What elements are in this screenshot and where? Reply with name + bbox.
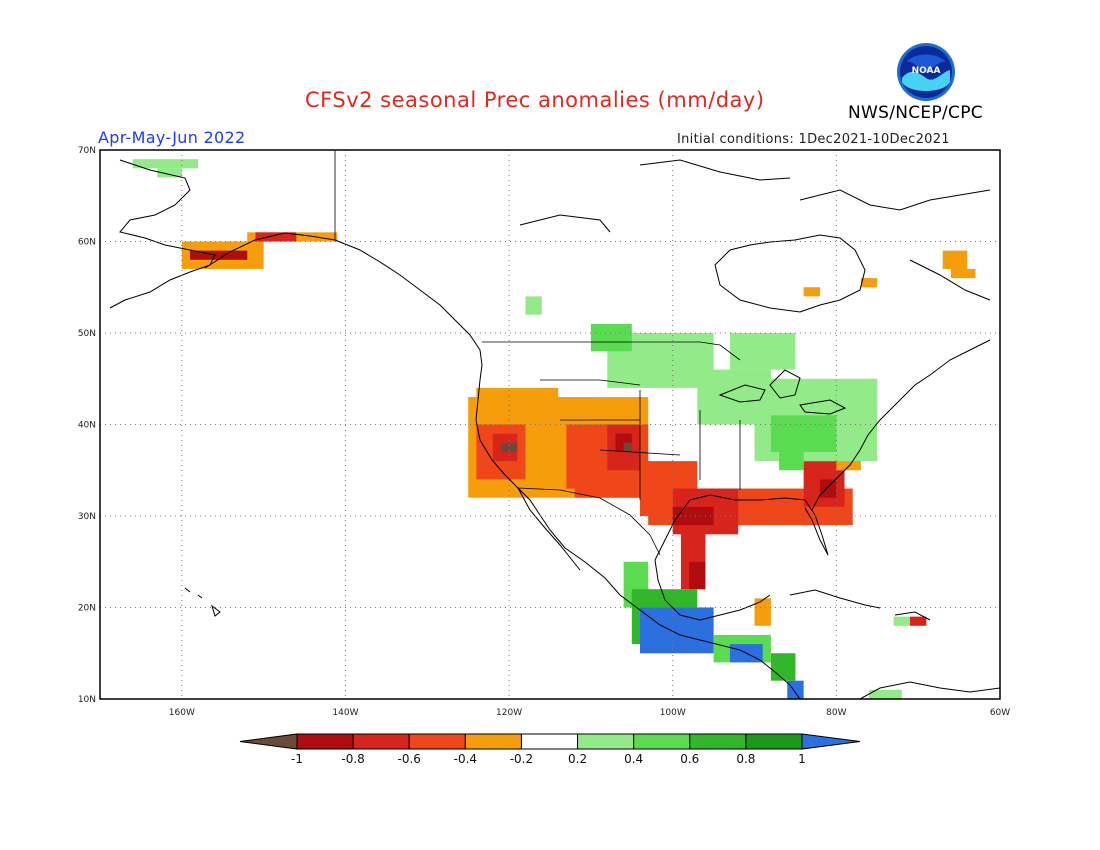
colorbar-label: -0.2 [510,752,533,766]
colorbar-box [296,733,354,750]
lat-tick-label: 50N [78,329,96,339]
colorbar-box [577,733,635,750]
anomaly-cell [689,561,706,590]
anomaly-cell [476,387,559,416]
colorbar-label: 1 [798,752,806,766]
lon-tick-label: 80W [826,708,846,718]
colorbar-box [689,733,747,750]
anomaly-cell [820,479,837,498]
axis-ticks: 10N 20N 30N 40N 50N 60N 70N 160W 140W 120W 100W 80W… [78,146,1010,718]
colorbar-max-arrow [801,733,861,750]
anomaly-cell [860,278,878,288]
colorbar-box [408,733,466,750]
colorbar-label: -0.6 [398,752,421,766]
lon-tick-label: 140W [332,708,358,718]
lat-tick-label: 30N [78,512,96,522]
map-frame [99,149,1001,700]
lon-tick-label: 100W [660,708,686,718]
colorbar-label: 0.4 [624,752,643,766]
anomaly-cell [803,287,820,297]
anomaly-cell [255,232,297,242]
anomaly-cell [640,607,714,654]
anomaly-cell [942,250,968,269]
anomaly-cell [590,323,632,352]
anomaly-cell [869,689,902,699]
agency-label: NWS/NCEP/CPC [848,103,983,123]
political-borders [334,150,741,556]
noaa-logo: NOAA [897,43,955,101]
colorbar-label: 0.6 [680,752,699,766]
anomaly-cell [910,616,927,626]
colorbar-box [352,733,410,750]
coastlines [109,159,1000,699]
graticule [100,150,1000,699]
anomaly-cell [779,442,804,471]
colorbar-label: -1 [291,752,303,766]
noaa-logo-text: NOAA [912,66,941,76]
anomaly-cell [770,653,796,681]
initial-conditions-label: Initial conditions: 1Dec2021-10Dec2021 [677,132,950,147]
anomaly-cells [132,159,976,699]
lat-tick-label: 70N [78,146,96,156]
anomaly-cell [623,442,632,452]
colorbar-box [464,733,522,750]
colorbar: -1 -0.8 -0.6 -0.4 -0.2 0.2 0.4 0.6 0.8 1 [239,733,861,766]
anomaly-cell [132,159,199,169]
anomaly-cell [787,680,804,699]
map-title: CFSv2 seasonal Prec anomalies (mm/day) [305,88,765,112]
anomaly-cell [190,250,248,260]
colorbar-box [633,733,691,750]
anomaly-cell [525,296,542,315]
lon-tick-label: 120W [496,708,522,718]
colorbar-label: -0.8 [341,752,364,766]
lat-tick-label: 10N [78,695,96,705]
anomaly-cell [893,616,910,626]
anomaly-cell [754,598,771,626]
anomaly-cell [730,333,796,370]
anomaly-cell [157,168,182,178]
colorbar-label: 0.2 [568,752,587,766]
lon-tick-label: 60W [990,708,1010,718]
lat-tick-label: 20N [78,604,96,614]
colorbar-box [745,733,803,750]
season-label: Apr-May-Jun 2022 [98,128,246,147]
colorbar-box [520,733,579,750]
colorbar-label: 0.8 [736,752,755,766]
lon-tick-label: 160W [169,708,195,718]
anomaly-cell [672,506,714,526]
colorbar-min-arrow [239,733,298,750]
colorbar-label: -0.4 [454,752,477,766]
lat-tick-label: 40N [78,421,96,431]
anomaly-cell [500,442,518,452]
anomaly-cell [950,268,976,279]
lat-tick-label: 60N [78,238,96,248]
